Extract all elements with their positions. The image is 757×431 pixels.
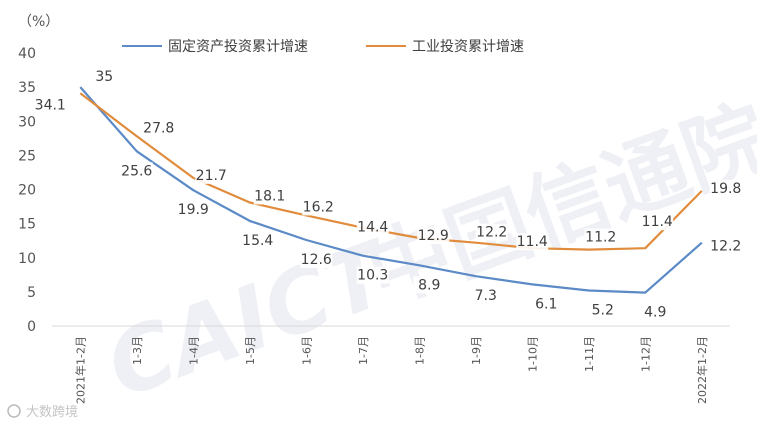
data-label-bg [530, 295, 563, 313]
data-label-series-1: 7.3 [475, 288, 497, 304]
x-tick-label: 1-6月 [300, 336, 313, 365]
x-tick-label: 1-3月 [131, 336, 144, 365]
data-label-series-1: 6.1 [535, 296, 557, 312]
y-tick-label: 10 [18, 251, 36, 267]
data-label-bg [253, 187, 286, 205]
data-label-series-2: 19.8 [710, 181, 741, 197]
y-tick-label: 5 [27, 285, 36, 301]
data-label-bg [241, 231, 274, 249]
data-label-bg [584, 228, 617, 246]
legend-label-series-2: 工业投资累计增速 [412, 39, 524, 55]
data-label-series-1: 35 [95, 69, 113, 85]
y-tick-label: 35 [18, 80, 36, 96]
series-line-2 [79, 92, 703, 251]
data-label-series-2: 11.4 [642, 214, 673, 230]
y-tick-label: 40 [18, 46, 36, 62]
data-label-series-1: 4.9 [644, 305, 666, 321]
data-label-bg [142, 119, 175, 137]
data-label-bg [641, 213, 674, 231]
data-label-bg [300, 251, 333, 269]
credit-text: 大数跨境 [26, 405, 78, 420]
y-tick-label: 30 [18, 114, 36, 130]
watermark-logo: CAICT 中国信通院 [94, 87, 757, 418]
data-label-series-2: 12.2 [476, 225, 507, 241]
x-tick-label: 1-7月 [357, 336, 370, 365]
data-label-series-1: 12.2 [710, 239, 741, 255]
data-label-series-2: 16.2 [303, 199, 334, 215]
y-tick-label: 25 [18, 148, 36, 164]
data-label-bg [475, 223, 508, 241]
data-label-series-1: 12.6 [301, 252, 332, 268]
data-label-bg [469, 287, 502, 305]
x-tick-label: 1-12月 [639, 336, 652, 372]
data-label-bg [639, 303, 672, 321]
data-label-series-1: 25.6 [121, 163, 152, 179]
data-label-bg [195, 166, 228, 184]
data-label-series-1: 8.9 [418, 277, 440, 293]
x-tick-label: 1-10月 [526, 336, 539, 372]
credit-icon [7, 404, 21, 418]
data-label-series-2: 21.7 [196, 168, 227, 184]
data-label-bg [516, 233, 549, 251]
data-label-bg [356, 266, 389, 284]
x-tick-label: 2021年1-2月 [73, 336, 87, 404]
data-label-bg [34, 96, 67, 114]
y-axis: 0 5 10 15 20 25 30 35 40 [18, 46, 36, 335]
x-axis: 2021年1-2月 1-3月 1-4月 1-5月 1-6月 1-7月 1-8月 1-9月 1-1… [52, 325, 730, 404]
data-label-bg [356, 218, 389, 236]
data-label-bg [709, 237, 742, 255]
y-tick-label: 20 [18, 183, 36, 199]
data-label-series-2: 18.1 [254, 188, 285, 204]
data-label-series-2: 14.4 [357, 220, 388, 236]
data-label-series-2: 34.1 [35, 97, 66, 113]
data-label-bg [177, 201, 210, 219]
legend: 固定资产投资累计增速 工业投资累计增速 [122, 39, 524, 55]
data-label-series-1: 10.3 [357, 268, 388, 284]
x-tick-label: 1-11月 [583, 336, 596, 372]
data-label-series-1: 15.4 [242, 233, 273, 249]
data-label-bg [120, 162, 153, 180]
data-label-series-2: 27.8 [143, 120, 174, 136]
data-label-bg [417, 226, 450, 244]
series-line-1 [79, 86, 703, 294]
x-tick-label: 2022年1-2月 [695, 336, 709, 404]
data-label-series-1: 19.9 [178, 202, 209, 218]
data-label-series-1: 5.2 [592, 303, 614, 319]
credit: 大数跨境 [7, 404, 78, 420]
data-label-bg [88, 68, 121, 86]
data-label-series-2: 11.4 [517, 234, 548, 250]
x-tick-label: 1-5月 [244, 336, 257, 365]
x-tick-label: 1-4月 [187, 336, 200, 365]
y-tick-label: 15 [18, 217, 36, 233]
data-label-bg [302, 198, 335, 216]
data-label-bg [586, 301, 619, 319]
x-tick-label: 1-8月 [413, 336, 426, 365]
data-label-series-2: 12.9 [418, 228, 449, 244]
data-labels: 35 25.6 19.9 15.4 12.6 10.3 8.9 7.3 6.1 5.2 4.9 12.… [34, 68, 742, 321]
data-label-series-2: 11.2 [585, 230, 616, 246]
series-group [79, 86, 703, 294]
data-label-bg [709, 179, 742, 197]
data-label-bg [413, 276, 446, 294]
y-tick-label: 0 [27, 319, 36, 335]
legend-label-series-1: 固定资产投资累计增速 [168, 39, 308, 55]
y-axis-unit: （%） [18, 14, 59, 30]
x-tick-label: 1-9月 [470, 336, 483, 365]
